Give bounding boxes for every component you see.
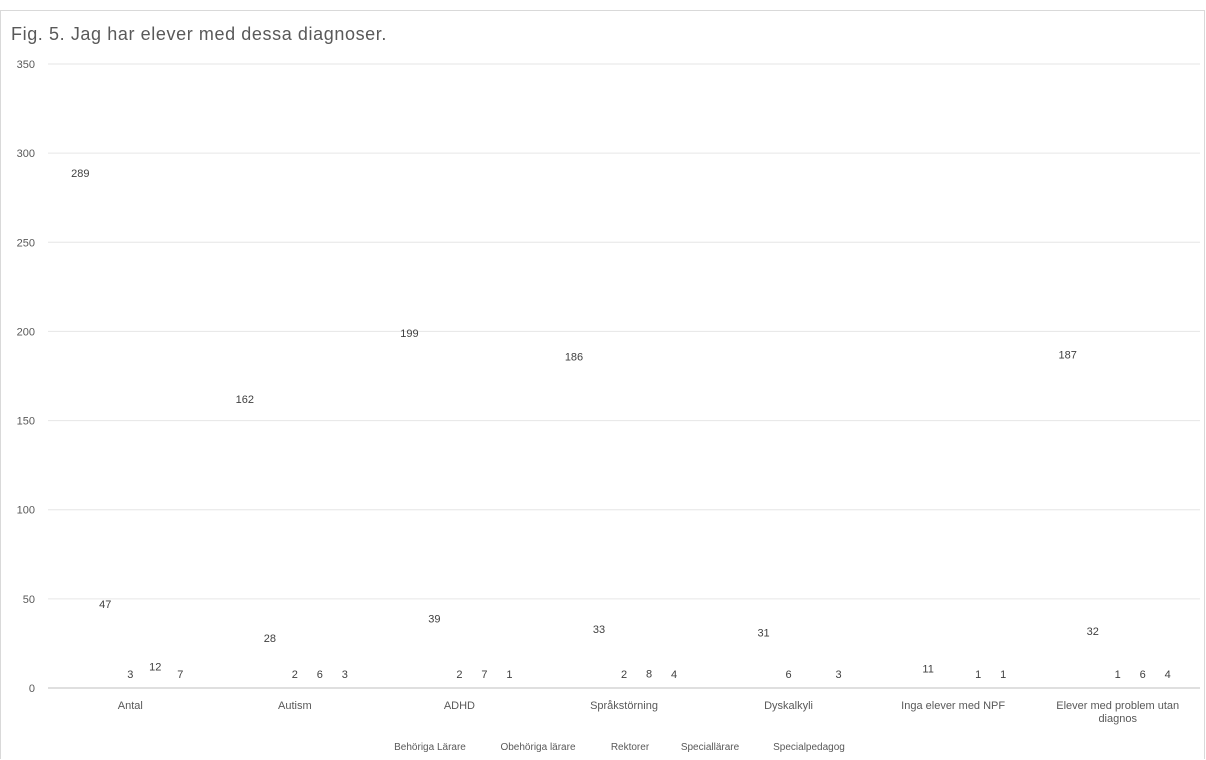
- data-label: 32: [1087, 626, 1099, 638]
- data-label: 3: [127, 669, 133, 681]
- data-label: 6: [786, 669, 792, 681]
- x-category-label: ADHD: [444, 700, 475, 712]
- data-label: 1: [1115, 669, 1121, 681]
- data-label: 12: [149, 662, 161, 674]
- chart-title: Fig. 5. Jag har elever med dessa diagnos…: [11, 24, 387, 44]
- legend-entry: Behöriga Lärare: [394, 742, 466, 753]
- data-label: 199: [400, 328, 418, 340]
- x-category-label: Dyskalkyli: [764, 700, 813, 712]
- y-tick-label: 50: [23, 594, 35, 606]
- legend-entry: Obehöriga lärare: [500, 742, 575, 753]
- data-label: 31: [757, 628, 769, 640]
- data-label: 2: [621, 669, 627, 681]
- data-label: 1: [1000, 669, 1006, 681]
- data-label: 162: [236, 394, 254, 406]
- data-label: 8: [646, 669, 652, 681]
- legend-entry: Speciallärare: [681, 742, 740, 753]
- data-label: 2: [292, 669, 298, 681]
- data-label: 33: [593, 624, 605, 636]
- x-category-label: Autism: [278, 700, 312, 712]
- x-category-label: Antal: [118, 700, 143, 712]
- data-label: 39: [428, 613, 440, 625]
- data-label: 2: [456, 669, 462, 681]
- chart-frame: [0, 10, 1205, 759]
- data-label: 1: [975, 669, 981, 681]
- x-category-label: Elever med problem utan diagnos: [1056, 700, 1179, 725]
- x-category-label-line: diagnos: [1098, 713, 1137, 725]
- x-category-label: Inga elever med NPF: [901, 700, 1005, 712]
- data-label: 7: [177, 669, 183, 681]
- data-label: 6: [317, 669, 323, 681]
- data-label: 7: [481, 669, 487, 681]
- y-tick-label: 100: [17, 505, 35, 517]
- y-tick-label: 250: [17, 237, 35, 249]
- legend-entry: Rektorer: [611, 742, 650, 753]
- y-tick-label: 300: [17, 148, 35, 160]
- data-label: 4: [1165, 669, 1171, 681]
- x-category-label-line: Elever med problem utan: [1056, 700, 1179, 712]
- y-tick-label: 200: [17, 326, 35, 338]
- data-label: 187: [1059, 350, 1077, 362]
- data-label: 47: [99, 599, 111, 611]
- y-tick-label: 0: [29, 683, 35, 695]
- data-label: 3: [836, 669, 842, 681]
- data-label: 6: [1140, 669, 1146, 681]
- x-category-label: Språkstörning: [590, 700, 658, 712]
- data-label: 289: [71, 168, 89, 180]
- data-label: 1: [506, 669, 512, 681]
- y-tick-label: 150: [17, 416, 35, 428]
- y-tick-label: 350: [17, 59, 35, 71]
- legend-entry: Specialpedagog: [773, 742, 845, 753]
- data-label: 3: [342, 669, 348, 681]
- data-label: 28: [264, 633, 276, 645]
- data-label: 11: [922, 663, 933, 675]
- data-label: 186: [565, 351, 583, 363]
- data-label: 4: [671, 669, 677, 681]
